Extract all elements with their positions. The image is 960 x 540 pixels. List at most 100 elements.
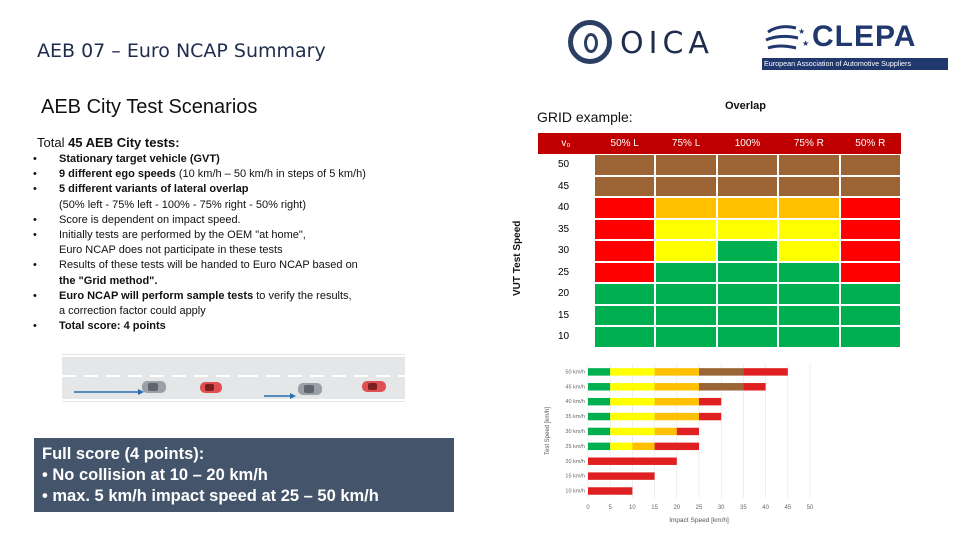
chart-bar-segment — [699, 383, 744, 391]
grid-speed-cell: 45 — [538, 175, 594, 197]
grid-cell — [594, 197, 656, 219]
chart-bar-segment — [654, 397, 699, 406]
bullet-item: 5 different variants of lateral overlap(… — [33, 182, 413, 212]
svg-text:★: ★ — [798, 27, 805, 36]
vut-speed-axis-label: VUT Test Speed — [512, 220, 523, 296]
grid-cell — [655, 240, 717, 262]
chart-xtick-label: 30 — [718, 505, 725, 511]
grid-cell — [594, 240, 656, 262]
bullet-item: Score is dependent on impact speed. — [33, 213, 413, 228]
chart-category-label: 45 km/h — [565, 384, 585, 390]
grid-cell — [655, 197, 717, 219]
chart-bar-segment — [654, 427, 677, 436]
chart-category-label: 20 km/h — [565, 459, 585, 465]
grid-cell — [655, 283, 717, 305]
grid-speed-cell: 25 — [538, 261, 594, 283]
chart-bar-segment — [654, 368, 699, 376]
grid-cell — [778, 218, 840, 240]
grid-cell — [594, 283, 656, 305]
chart-bar-segment — [588, 368, 611, 376]
grid-cell — [655, 261, 717, 283]
bullet-item: Results of these tests will be handed to… — [33, 258, 413, 288]
oica-logo: OICA — [566, 18, 738, 70]
grid-cell — [594, 218, 656, 240]
chart-category-label: 30 km/h — [565, 429, 585, 435]
chart-xtick-label: 45 — [784, 505, 791, 511]
grid-cell — [716, 240, 779, 262]
bullet-item: Initially tests are performed by the OEM… — [33, 228, 413, 258]
chart-bar-segment — [588, 397, 611, 406]
chart-xtick-label: 35 — [740, 505, 747, 511]
grid-cell — [655, 218, 717, 240]
grid-speed-cell: 20 — [538, 283, 594, 305]
grid-speed-cell: 10 — [538, 326, 594, 348]
grid-cell — [594, 326, 656, 348]
clepa-logo: ★ ★ CLEPA European Association of Automo… — [760, 20, 950, 70]
grid-cell — [839, 283, 901, 305]
grid-speed-cell: 50 — [538, 154, 594, 176]
chart-xtick-label: 10 — [629, 505, 636, 511]
score-box-title: Full score (4 points): — [42, 445, 205, 463]
grid-cell — [716, 283, 779, 305]
grid-speed-cell: 15 — [538, 304, 594, 326]
chart-bar-segment — [699, 368, 744, 376]
bullet-item: Euro NCAP will perform sample tests to v… — [33, 289, 413, 319]
total-prefix: Total — [37, 135, 69, 150]
grid-header-overlap: 75% R — [778, 133, 840, 154]
chart-xtick-label: 0 — [586, 505, 590, 511]
grid-example-table: v₀ 50% L 75% L 100% 75% R 50% R 50 45 40 35 30 25 20… — [538, 133, 901, 348]
chart-bar-segment — [610, 427, 655, 436]
chart-category-label: 35 km/h — [565, 414, 585, 420]
slide-title: AEB 07 – Euro NCAP Summary — [37, 40, 326, 62]
chart-category-label: 15 km/h — [565, 474, 585, 480]
chart-category-label: 40 km/h — [565, 399, 585, 405]
oica-ring-icon — [568, 20, 612, 64]
chart-bar-segment — [654, 412, 699, 421]
chart-bar-segment — [699, 397, 722, 406]
oica-logo-text: OICA — [620, 26, 714, 61]
chart-y-axis-label: Test Speed [km/h] — [545, 407, 551, 455]
grid-header-overlap: 50% L — [594, 133, 656, 154]
clepa-stars-icon: ★ ★ — [765, 25, 809, 50]
grid-cell — [778, 261, 840, 283]
grid-cell — [594, 261, 656, 283]
grid-cell — [655, 304, 717, 326]
chart-category-label: 10 km/h — [565, 489, 585, 495]
grid-header-overlap: 75% L — [655, 133, 717, 154]
grid-header-overlap: 50% R — [839, 133, 901, 154]
grid-cell — [716, 154, 779, 176]
scenario-illustration-right — [244, 354, 405, 402]
grid-cell — [778, 304, 840, 326]
chart-bar-segment — [676, 427, 699, 436]
grid-cell — [778, 154, 840, 176]
chart-bar-segment — [588, 472, 655, 480]
grid-speed-cell: 30 — [538, 240, 594, 262]
chart-bar-segment — [588, 427, 611, 436]
chart-bar-segment — [588, 487, 633, 495]
chart-category-label: 50 km/h — [565, 369, 585, 375]
chart-bar-segment — [610, 397, 655, 406]
grid-example-label: GRID example: — [537, 109, 633, 125]
score-box-line: • No collision at 10 – 20 km/h — [42, 466, 268, 484]
clepa-logo-text: CLEPA — [812, 20, 917, 53]
chart-bar-segment — [610, 368, 655, 376]
grid-cell — [655, 175, 717, 197]
chart-xtick-label: 40 — [762, 505, 769, 511]
grid-speed-cell: 35 — [538, 218, 594, 240]
bullet-item: Total score: 4 points — [33, 319, 413, 334]
chart-bar-segment — [588, 457, 677, 465]
score-box-line: • max. 5 km/h impact speed at 25 – 50 km… — [42, 487, 379, 505]
bullet-item: 9 different ego speeds (10 km/h – 50 km/… — [33, 167, 413, 182]
grid-cell — [594, 175, 656, 197]
chart-x-axis-label: Impact Speed [km/h] — [669, 517, 729, 524]
grid-cell — [778, 197, 840, 219]
section-heading: AEB City Test Scenarios — [41, 96, 258, 118]
chart-bar-segment — [654, 383, 699, 391]
grid-cell — [716, 175, 779, 197]
chart-xtick-label: 20 — [673, 505, 680, 511]
chart-bar-segment — [610, 442, 633, 451]
chart-xtick-label: 25 — [696, 505, 703, 511]
overlap-label: Overlap — [725, 100, 766, 112]
grid-cell — [839, 326, 901, 348]
chart-xtick-label: 5 — [609, 505, 613, 511]
